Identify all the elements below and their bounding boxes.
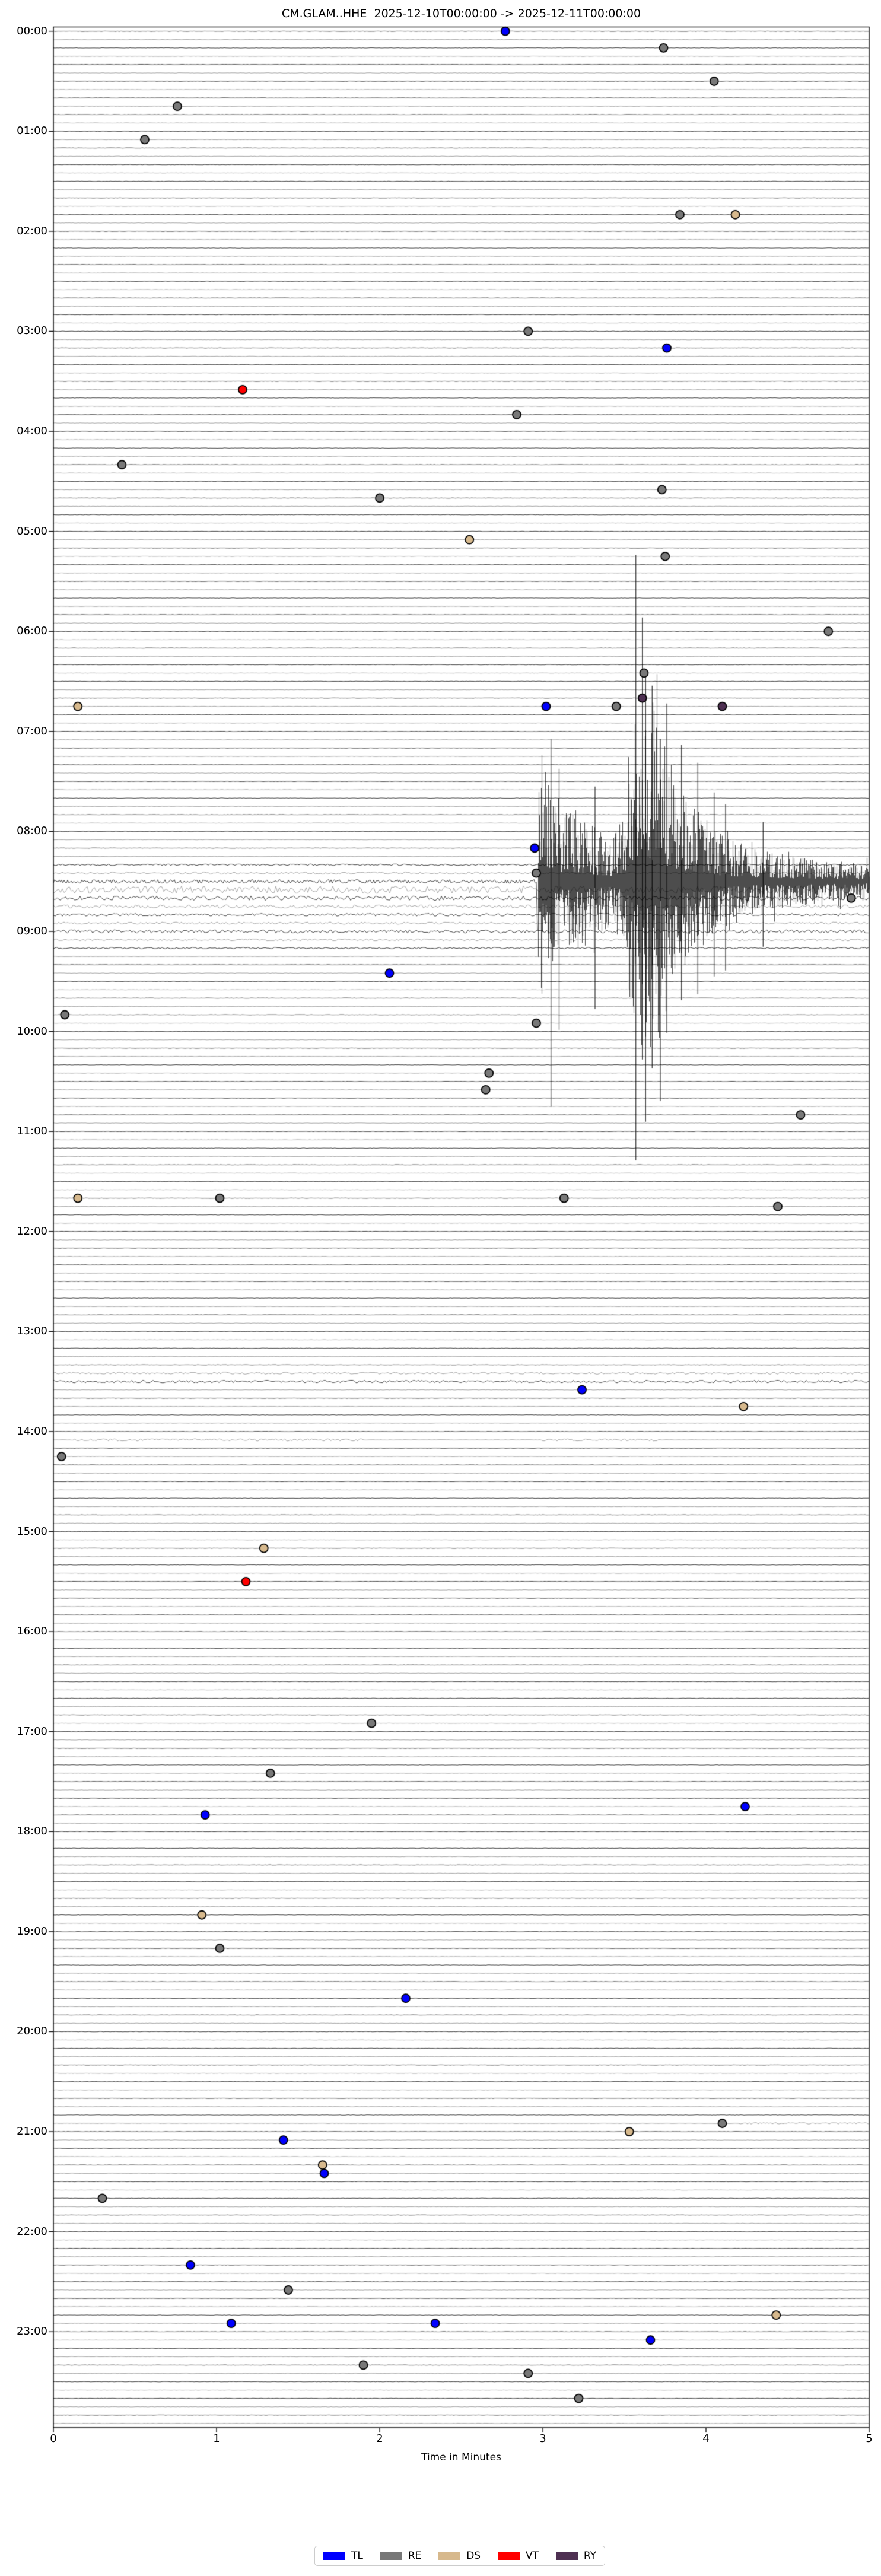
y-tick-label: 03:00 (17, 325, 47, 338)
y-tick-label: 20:00 (17, 2025, 47, 2038)
y-tick-label: 08:00 (17, 825, 47, 838)
legend-item-tl: TL (323, 2550, 363, 2562)
y-tick-label: 16:00 (17, 1625, 47, 1638)
y-tick-label: 12:00 (17, 1225, 47, 1238)
legend: TL RE DS VT RY (314, 2546, 605, 2566)
y-tick-label: 05:00 (17, 524, 47, 538)
x-tick-label: 3 (539, 2432, 546, 2445)
y-tick-label: 06:00 (17, 625, 47, 638)
y-tick-label: 02:00 (17, 224, 47, 237)
legend-label: DS (466, 2550, 481, 2562)
legend-label: RY (583, 2550, 596, 2562)
y-tick-label: 09:00 (17, 924, 47, 937)
x-tick-label: 2 (376, 2432, 383, 2445)
x-tick-label: 0 (50, 2432, 57, 2445)
legend-label: RE (408, 2550, 422, 2562)
y-tick-label: 15:00 (17, 1525, 47, 1538)
x-tick-label: 5 (866, 2432, 873, 2445)
y-tick-label: 13:00 (17, 1325, 47, 1338)
legend-swatch-ry (555, 2552, 578, 2560)
legend-label: TL (351, 2550, 363, 2562)
legend-item-ry: RY (555, 2550, 596, 2562)
y-tick-label: 23:00 (17, 2325, 47, 2338)
y-tick-label: 18:00 (17, 1825, 47, 1838)
legend-swatch-ds (438, 2552, 461, 2560)
y-tick-label: 10:00 (17, 1025, 47, 1038)
y-tick-label: 17:00 (17, 1725, 47, 1738)
y-tick-label: 04:00 (17, 425, 47, 438)
x-tick-label: 4 (702, 2432, 710, 2445)
y-tick-label: 21:00 (17, 2125, 47, 2138)
y-tick-label: 01:00 (17, 125, 47, 138)
y-tick-label: 00:00 (17, 24, 47, 37)
y-tick-label: 19:00 (17, 1925, 47, 1938)
legend-swatch-tl (323, 2552, 345, 2560)
legend-item-ds: DS (438, 2550, 481, 2562)
page-title: CM.GLAM..HHE 2025-12-10T00:00:00 -> 2025… (281, 7, 641, 20)
legend-label: VT (525, 2550, 539, 2562)
y-tick-label: 14:00 (17, 1424, 47, 1438)
x-axis-label: Time in Minutes (421, 2451, 501, 2463)
legend-item-vt: VT (497, 2550, 539, 2562)
x-tick-label: 1 (213, 2432, 220, 2445)
legend-swatch-re (380, 2552, 402, 2560)
y-tick-label: 22:00 (17, 2225, 47, 2238)
y-tick-label: 11:00 (17, 1125, 47, 1138)
y-tick-label: 07:00 (17, 724, 47, 737)
legend-swatch-vt (497, 2552, 520, 2560)
legend-item-re: RE (380, 2550, 422, 2562)
